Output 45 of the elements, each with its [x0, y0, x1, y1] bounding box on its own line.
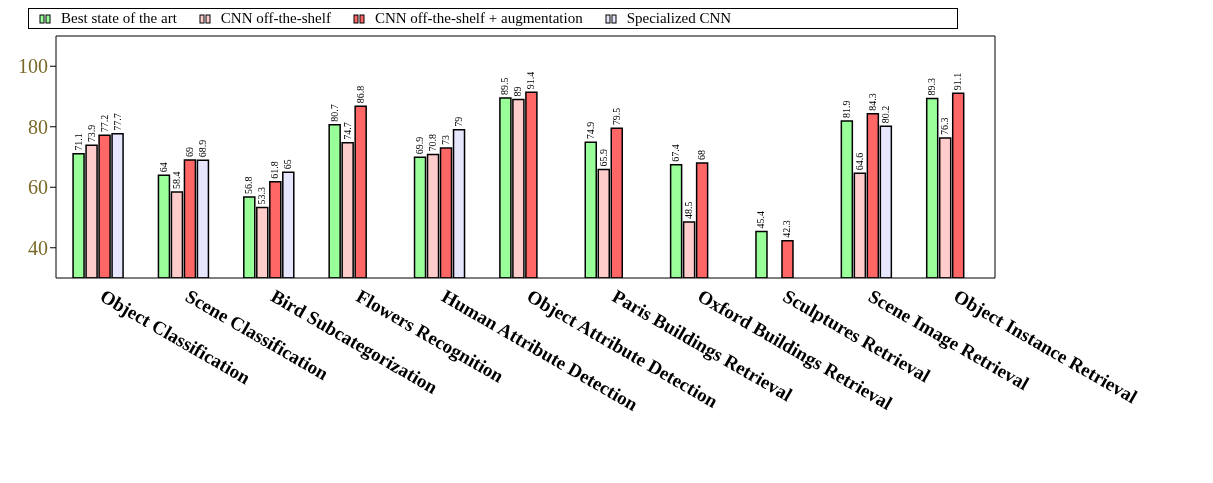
- data-label: 53.3: [256, 187, 268, 205]
- data-label: 79: [453, 116, 465, 127]
- data-label: 81.9: [840, 100, 852, 118]
- data-label: 73.9: [85, 124, 97, 143]
- y-tick-label: 100: [18, 55, 48, 78]
- data-label: 79.5: [610, 107, 622, 126]
- legend-label: Specialized CNN: [625, 10, 732, 27]
- legend-label: Best state of the art: [60, 10, 177, 27]
- data-label: 73: [440, 134, 452, 145]
- data-label: 76.3: [939, 117, 951, 135]
- data-label: 67.4: [670, 144, 682, 162]
- data-label: 89.3: [926, 78, 938, 96]
- data-label: 84.3: [866, 93, 878, 111]
- data-label: 74.9: [584, 121, 596, 140]
- legend-label: CNN off-the-shelf + augmentation: [373, 10, 583, 27]
- data-label: 48.5: [683, 201, 695, 220]
- data-label: 65.9: [597, 148, 609, 167]
- data-label: 64: [157, 162, 169, 173]
- data-label: 45.4: [755, 210, 767, 229]
- data-label: 89.5: [499, 77, 511, 96]
- data-label: 56.8: [243, 176, 255, 194]
- data-label: 61.8: [269, 161, 281, 179]
- data-label: 58.4: [170, 171, 182, 190]
- data-label: 77.2: [98, 114, 110, 133]
- y-tick-label: 80: [28, 115, 48, 138]
- data-label: 68.9: [196, 139, 208, 158]
- data-label: 65: [282, 159, 294, 170]
- data-label: 80.2: [879, 105, 891, 124]
- data-label: 80.7: [328, 104, 340, 122]
- y-tick-label: 40: [28, 236, 48, 259]
- y-tick-label: 60: [28, 176, 48, 199]
- data-label: 89: [512, 86, 524, 97]
- data-label: 74.7: [341, 122, 353, 140]
- data-label: 77.7: [111, 113, 123, 131]
- data-label: 86.8: [354, 85, 366, 104]
- data-label: 42.3: [781, 220, 793, 238]
- data-label: 70.8: [427, 134, 439, 152]
- data-label: 64.6: [853, 152, 865, 171]
- data-label: 68: [696, 150, 708, 161]
- data-label: 91.1: [952, 72, 964, 91]
- data-label: 71.1: [72, 133, 84, 151]
- data-label: 69: [183, 147, 195, 158]
- data-label: 69.9: [414, 136, 426, 155]
- data-label: 91.4: [525, 71, 537, 90]
- legend-label: CNN off-the-shelf: [219, 10, 331, 27]
